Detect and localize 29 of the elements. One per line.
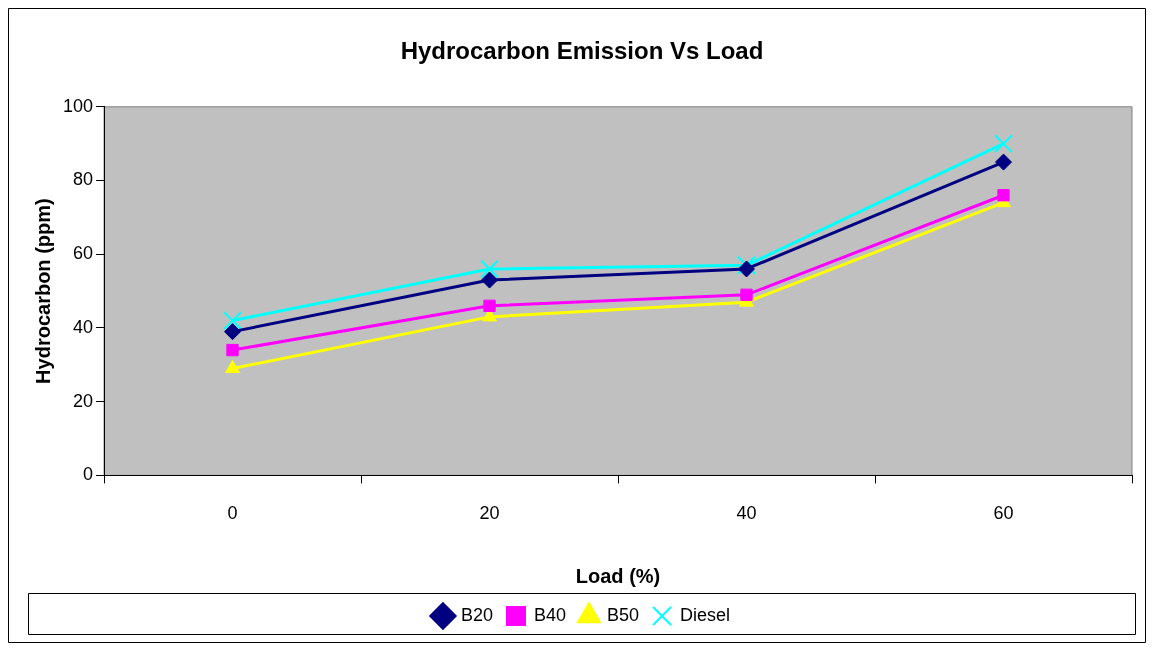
point [738, 260, 756, 278]
y-tick-label: 80 [73, 169, 94, 190]
point [226, 343, 239, 357]
legend-label: B20 [460, 604, 493, 625]
chart-title: Hydrocarbon Emission Vs Load [400, 37, 764, 65]
point [224, 323, 242, 341]
point [480, 259, 500, 279]
point [225, 360, 240, 374]
x-tick-label: 20 [479, 503, 500, 524]
point [483, 299, 496, 312]
y-tick-label: 40 [73, 316, 94, 337]
y-tick-label: 20 [73, 390, 94, 411]
y-axis-title: Hydrocarbon (ppm) [31, 198, 54, 384]
legend-label: Diesel [680, 604, 731, 625]
x-axis-title: Load (%) [575, 564, 661, 587]
point [995, 153, 1012, 171]
x-tick-label: 40 [736, 503, 757, 524]
point [481, 271, 499, 289]
legend-label: B40 [533, 604, 567, 625]
point [997, 189, 1010, 202]
y-tick-label: 60 [73, 243, 94, 264]
y-tick-label: 100 [62, 95, 94, 116]
point [223, 311, 243, 331]
y-tick-label: 0 [83, 464, 94, 485]
point [994, 134, 1013, 154]
legend-label: B50 [607, 604, 640, 625]
x-tick-label: 60 [993, 503, 1014, 524]
x-tick-label: 0 [227, 503, 238, 524]
point [740, 288, 753, 301]
